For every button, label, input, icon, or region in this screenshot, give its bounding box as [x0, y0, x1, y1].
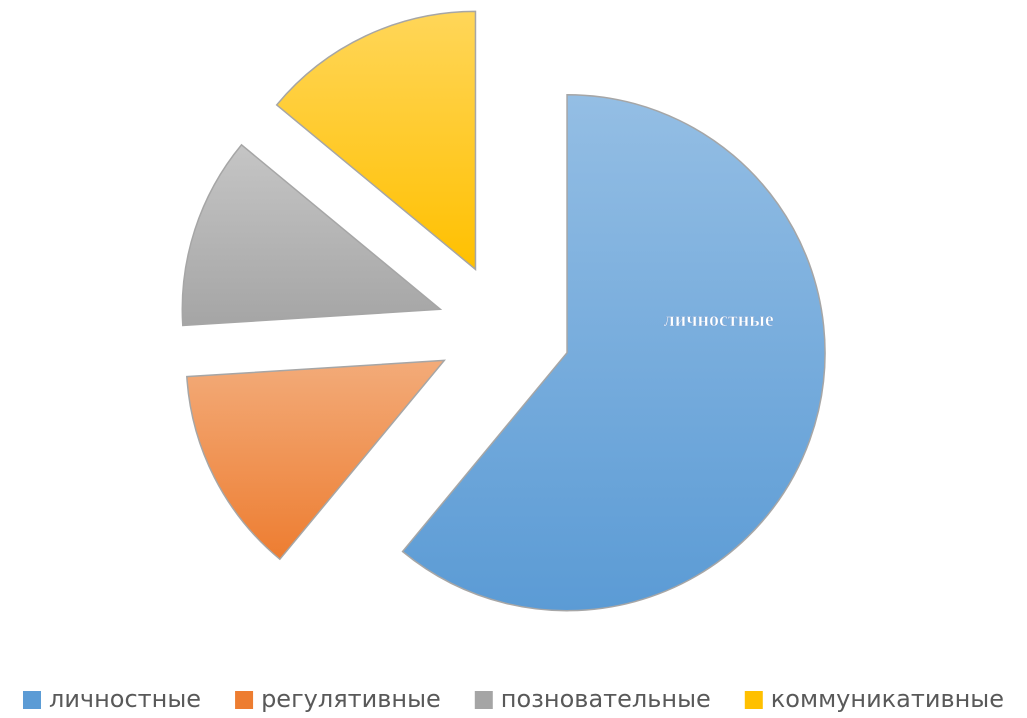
legend-label: регулятивные	[261, 685, 441, 713]
legend-swatch	[474, 691, 493, 709]
legend-label: коммуникативные	[771, 685, 1004, 713]
legend-swatch	[22, 691, 41, 709]
legend-swatch	[235, 691, 254, 709]
pie-slice	[401, 93, 826, 612]
pie-slice	[181, 143, 443, 327]
data-label: личностные	[663, 309, 773, 331]
pie-slice	[275, 10, 477, 271]
legend-label: личностные	[49, 685, 201, 713]
legend-swatch	[744, 691, 763, 709]
legend-label: позновательные	[501, 685, 711, 713]
pie-slice	[186, 359, 446, 561]
